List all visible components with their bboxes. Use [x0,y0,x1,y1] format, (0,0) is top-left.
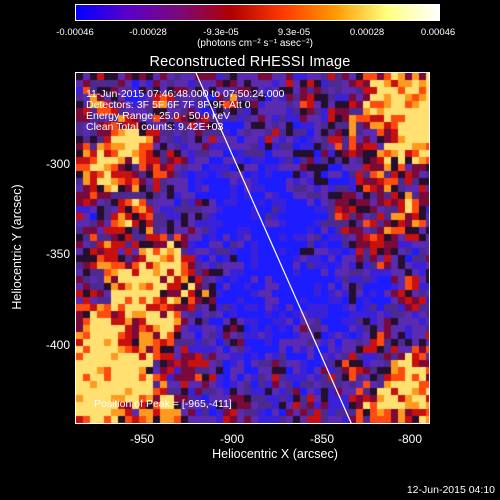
peak-position-label: Position of Peak = [-965,-411] [94,398,232,410]
y-tick-label: -300 [45,157,70,171]
colorbar-tick: 9.3e-05 [277,27,311,38]
x-tick-label: -950 [129,432,155,446]
colorbar-tick: -9.3e-05 [203,27,239,38]
detectors-label: Detectors: 3F 5F 6F 7F 8F 9F, Att 0 [86,99,251,111]
y-tick-label: -400 [45,338,70,352]
colorbar-tick: -0.00028 [129,27,167,38]
colorbar-tick: 0.00028 [349,27,385,38]
x-tick-label: -900 [219,432,245,446]
colorbar-units: (photons cm⁻² s⁻¹ asec⁻²) [197,38,313,49]
plot-title: Reconstructed RHESSI Image [149,54,351,70]
x-axis-label: Heliocentric X (arcsec) [212,447,338,461]
energy-range-label: Energy Range: 25.0 - 50.0 keV [86,110,231,122]
datestamp: 12-Jun-2015 04:10 [406,484,495,496]
limb-line [195,73,352,423]
method-counts-label: Clean Total counts: 9.42E+03 [86,121,224,133]
y-axis-label: Heliocentric Y (arcsec) [10,184,24,310]
colorbar-tick: -0.00046 [56,27,94,38]
y-tick-label: -350 [45,247,70,261]
time-range-label: 11-Jun-2015 07:46:48.000 to 07:50:24.000 [86,88,285,100]
image-canvas [76,73,429,423]
colorbar [75,4,440,21]
rhessi-image: 11-Jun-2015 07:46:48.000 to 07:50:24.000… [75,72,430,424]
x-tick-label: -800 [397,432,423,446]
x-tick-label: -850 [309,432,335,446]
colorbar-tick: 0.00046 [420,27,456,38]
